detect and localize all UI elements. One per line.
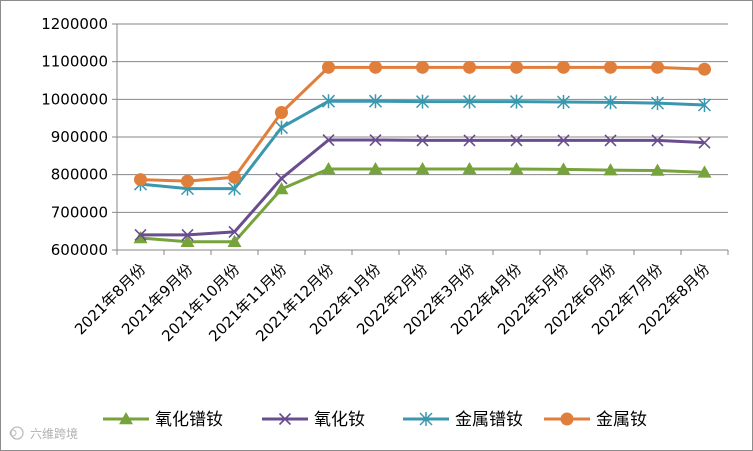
y-tick-label: 800000 — [51, 166, 108, 184]
watermark-logo-icon — [10, 426, 24, 440]
data-point — [322, 133, 335, 147]
data-point — [416, 134, 429, 147]
series-line — [140, 167, 705, 244]
data-point — [274, 181, 289, 195]
y-tick-label: 900000 — [51, 128, 108, 146]
series-line — [140, 99, 705, 191]
legend-label: 金属钕 — [596, 410, 647, 430]
series-1 — [133, 162, 712, 247]
series-layer — [133, 60, 712, 247]
data-point — [651, 60, 664, 74]
legend-label: 金属镨钕 — [455, 410, 523, 430]
legend-item-3: 金属镨钕 — [403, 410, 523, 430]
legend-marker-icon — [419, 412, 433, 426]
data-point — [509, 94, 524, 109]
watermark: 六维跨境 — [9, 426, 78, 441]
data-point — [134, 228, 147, 241]
data-point — [603, 163, 618, 176]
series-2 — [134, 133, 711, 241]
data-point — [369, 133, 382, 147]
data-point — [557, 134, 570, 147]
data-point — [180, 234, 195, 247]
data-point — [227, 181, 242, 196]
data-point — [133, 230, 148, 244]
data-point — [227, 234, 242, 247]
data-point — [416, 60, 429, 74]
data-point — [698, 62, 711, 76]
legend-marker-icon — [278, 412, 292, 426]
data-point — [228, 225, 241, 238]
data-point — [275, 172, 288, 185]
data-point — [650, 96, 665, 111]
legend-label: 氧化钕 — [314, 410, 365, 430]
watermark-text: 六维跨境 — [30, 426, 78, 441]
data-point — [556, 162, 571, 175]
data-point — [322, 60, 335, 74]
data-point — [510, 134, 523, 147]
data-point — [556, 94, 571, 109]
data-point — [698, 136, 711, 149]
y-tick-label: 700000 — [51, 203, 108, 221]
series-3 — [133, 94, 712, 196]
legend-item-4: 金属钕 — [544, 410, 647, 430]
data-point — [604, 134, 617, 147]
series-4 — [134, 60, 711, 188]
y-tick-label: 600000 — [51, 241, 108, 259]
data-point — [697, 165, 712, 178]
y-tick-label: 1000000 — [41, 90, 108, 108]
data-point — [415, 162, 430, 175]
data-point — [321, 94, 336, 109]
data-point — [181, 174, 194, 188]
data-point — [368, 94, 383, 109]
watermark-logo-inner-icon — [9, 429, 17, 437]
y-tick-label: 1100000 — [41, 53, 108, 71]
data-point — [557, 60, 570, 74]
gridlines — [117, 23, 728, 251]
data-point — [228, 170, 241, 184]
data-point — [463, 134, 476, 147]
legend-marker-icon — [119, 412, 133, 425]
data-point — [510, 60, 523, 74]
data-point — [463, 60, 476, 74]
legend-marker-icon — [560, 412, 574, 426]
data-point — [697, 97, 712, 112]
data-point — [650, 163, 665, 176]
legend-item-1: 氧化镨钕 — [103, 410, 223, 430]
x-axis: 2021年8月份2021年9月份2021年10月份2021年11月份2021年1… — [71, 249, 729, 345]
data-point — [134, 173, 147, 187]
data-point — [369, 60, 382, 74]
data-point — [462, 94, 477, 109]
data-point — [462, 162, 477, 175]
data-point — [274, 120, 289, 135]
data-point — [181, 228, 194, 241]
legend-item-2: 氧化钕 — [262, 410, 365, 430]
data-point — [275, 106, 288, 120]
data-point — [603, 95, 618, 110]
data-point — [368, 162, 383, 175]
legend-label: 氧化镨钕 — [155, 410, 223, 430]
y-tick-label: 1200000 — [41, 15, 108, 33]
data-point — [509, 162, 524, 175]
y-axis: 600000 700000 800000 900000 1000000 1100000 12… — [41, 15, 118, 259]
data-point — [415, 94, 430, 109]
data-point — [651, 134, 664, 147]
data-point — [604, 60, 617, 74]
legend: 氧化镨钕 氧化钕 金属镨钕 金属钕 — [103, 410, 647, 430]
data-point — [321, 162, 336, 175]
